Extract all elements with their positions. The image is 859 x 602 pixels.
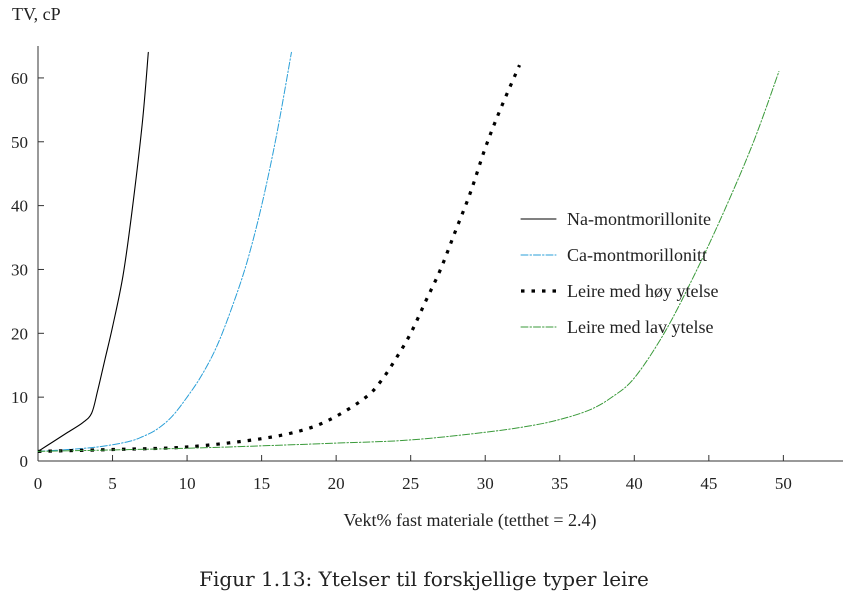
figure-caption: Figur 1.13: Ytelser til forskjellige typ… [199, 567, 649, 591]
y-tick-label: 10 [11, 388, 28, 407]
series-line-3 [37, 64, 521, 454]
x-tick-label: 45 [700, 474, 717, 493]
y-axis-ticks: 0 10 20 30 40 50 60 [11, 69, 44, 471]
y-tick-label: 30 [11, 260, 28, 279]
axes [37, 46, 843, 462]
legend: Na-montmorillonite Ca-montmorillonitt Leir… [520, 209, 718, 337]
x-tick-label: 5 [108, 474, 117, 493]
y-tick-label: 50 [11, 133, 28, 152]
x-axis-title: Vekt% fast materiale (tetthet = 2.4) [343, 510, 596, 531]
series-line-4 [37, 71, 780, 452]
x-tick-label: 25 [402, 474, 419, 493]
legend-label-3: Leire med høy ytelse [567, 281, 718, 301]
x-tick-label: 35 [551, 474, 568, 493]
x-tick-label: 20 [328, 474, 345, 493]
legend-label-1: Na-montmorillonite [567, 209, 711, 229]
x-tick-label: 40 [626, 474, 643, 493]
y-tick-label: 40 [11, 197, 28, 216]
legend-label-2: Ca-montmorillonitt [567, 245, 707, 265]
series-line-1 [37, 51, 149, 452]
y-tick-label: 20 [11, 324, 28, 343]
x-tick-label: 0 [34, 474, 43, 493]
x-tick-label: 15 [253, 474, 270, 493]
y-tick-label: 60 [11, 69, 28, 88]
x-axis-ticks: 0 5 10 15 20 25 30 35 40 45 50 [34, 455, 792, 493]
x-tick-label: 50 [775, 474, 792, 493]
x-tick-label: 10 [179, 474, 196, 493]
y-axis-title: TV, cP [12, 4, 61, 24]
series-lines [37, 51, 780, 454]
y-tick-label: 0 [20, 452, 29, 471]
x-tick-label: 30 [477, 474, 494, 493]
series-line-2 [37, 51, 292, 452]
legend-label-4: Leire med lav ytelse [567, 317, 713, 337]
